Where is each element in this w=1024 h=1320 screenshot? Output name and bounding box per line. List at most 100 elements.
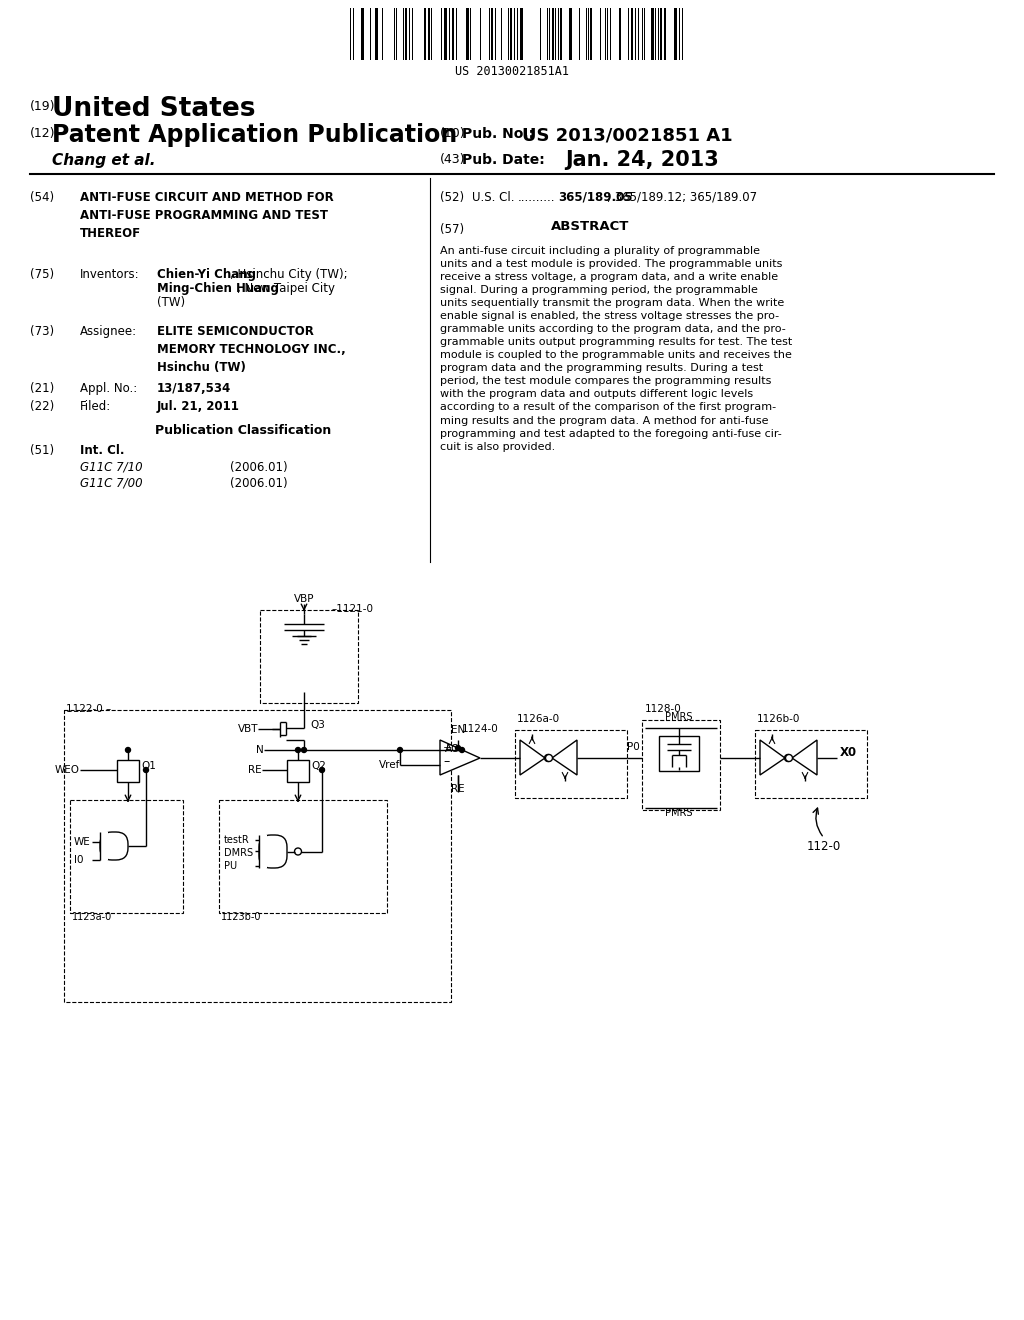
Bar [664,8,666,59]
Text: ABSTRACT: ABSTRACT [551,220,629,234]
Text: (10): (10) [440,127,466,140]
Bar [590,8,592,59]
Bar [444,8,447,59]
Text: RE: RE [452,784,465,795]
Text: RE: RE [249,766,262,775]
Text: ; 365/189.12; 365/189.07: ; 365/189.12; 365/189.07 [607,191,757,205]
Bar [515,730,627,799]
Text: (2006.01): (2006.01) [230,477,288,490]
Text: (75): (75) [30,268,54,281]
Text: 1124-0: 1124-0 [462,723,499,734]
Polygon shape [760,741,785,775]
Text: 112-0: 112-0 [807,840,842,853]
Text: N: N [256,744,264,755]
Circle shape [126,747,130,752]
Text: 365/189.05: 365/189.05 [558,191,633,205]
Bar [406,8,407,59]
Text: (43): (43) [440,153,466,166]
Bar [642,719,720,810]
Bar [361,8,364,59]
Bar [520,8,523,59]
Text: Inventors:: Inventors: [80,268,139,281]
Text: Q3: Q3 [310,719,325,730]
Text: I0: I0 [74,855,84,865]
Bar [100,832,108,861]
Text: 1126b-0: 1126b-0 [757,714,801,723]
Circle shape [785,755,793,762]
Bar [560,8,562,59]
FancyBboxPatch shape [259,836,287,869]
Text: 1128-0: 1128-0 [645,704,682,714]
Bar [510,8,512,59]
Text: (52): (52) [440,191,464,205]
Polygon shape [520,741,545,775]
Polygon shape [440,741,480,775]
Text: WEO: WEO [55,766,80,775]
Text: Assignee:: Assignee: [80,325,137,338]
Bar [660,8,662,59]
Text: Pub. Date:: Pub. Date: [462,153,545,168]
Bar [117,760,139,781]
Bar [755,730,867,799]
Text: Patent Application Publication: Patent Application Publication [52,123,458,147]
Circle shape [784,755,792,762]
Bar [70,800,183,913]
Text: Q1: Q1 [141,762,156,771]
Text: +: + [443,743,453,752]
Text: Chien-Yi Chang: Chien-Yi Chang [157,268,256,281]
Bar [631,8,633,59]
Bar [552,8,554,59]
Bar [375,8,378,59]
Text: (19): (19) [30,100,55,114]
Text: (TW): (TW) [157,296,185,309]
Text: ..........: .......... [518,191,555,205]
Text: Publication Classification: Publication Classification [155,424,331,437]
Text: Vref: Vref [379,760,400,770]
Text: Ming-Chien Huang: Ming-Chien Huang [157,282,279,294]
Text: PU: PU [224,861,238,871]
Text: Q2: Q2 [311,762,326,771]
Text: , New Taipei City: , New Taipei City [237,282,335,294]
Bar [466,8,469,59]
Text: WE: WE [74,837,91,847]
Text: Int. Cl.: Int. Cl. [80,444,125,457]
Bar [490,8,493,59]
Circle shape [143,767,148,772]
Text: VBP: VBP [294,594,314,605]
Text: An anti-fuse circuit including a plurality of programmable
units and a test modu: An anti-fuse circuit including a plurali… [440,246,793,451]
Text: (51): (51) [30,444,54,457]
Circle shape [295,847,301,855]
Text: EN: EN [451,725,465,735]
Text: US 20130021851A1: US 20130021851A1 [455,65,569,78]
Text: (21): (21) [30,381,54,395]
Text: G11C 7/10: G11C 7/10 [80,461,142,474]
Polygon shape [552,741,577,775]
Bar [259,836,267,869]
Circle shape [397,747,402,752]
Polygon shape [792,741,817,775]
Text: P0: P0 [627,742,640,752]
Text: ELITE SEMICONDUCTOR
MEMORY TECHNOLOGY INC.,
Hsinchu (TW): ELITE SEMICONDUCTOR MEMORY TECHNOLOGY IN… [157,325,346,374]
Text: Filed:: Filed: [80,400,112,413]
Text: AO: AO [444,744,460,754]
Text: , Hsinchu City (TW);: , Hsinchu City (TW); [230,268,347,281]
Text: (54): (54) [30,191,54,205]
Text: (2006.01): (2006.01) [230,461,288,474]
Circle shape [460,747,465,752]
FancyBboxPatch shape [100,832,128,861]
Text: testR: testR [224,836,250,845]
Text: 1126a-0: 1126a-0 [517,714,560,723]
Text: Pub. No.:: Pub. No.: [462,127,535,141]
Text: (22): (22) [30,400,54,413]
Bar [651,8,654,59]
Circle shape [319,767,325,772]
Text: VBT: VBT [238,723,258,734]
Text: Jul. 21, 2011: Jul. 21, 2011 [157,400,240,413]
Text: US 2013/0021851 A1: US 2013/0021851 A1 [522,127,732,145]
Circle shape [546,755,553,762]
Bar [260,610,358,704]
Bar [219,800,387,913]
Text: Chang et al.: Chang et al. [52,153,156,168]
Circle shape [301,747,306,752]
Text: U.S. Cl.: U.S. Cl. [472,191,514,205]
